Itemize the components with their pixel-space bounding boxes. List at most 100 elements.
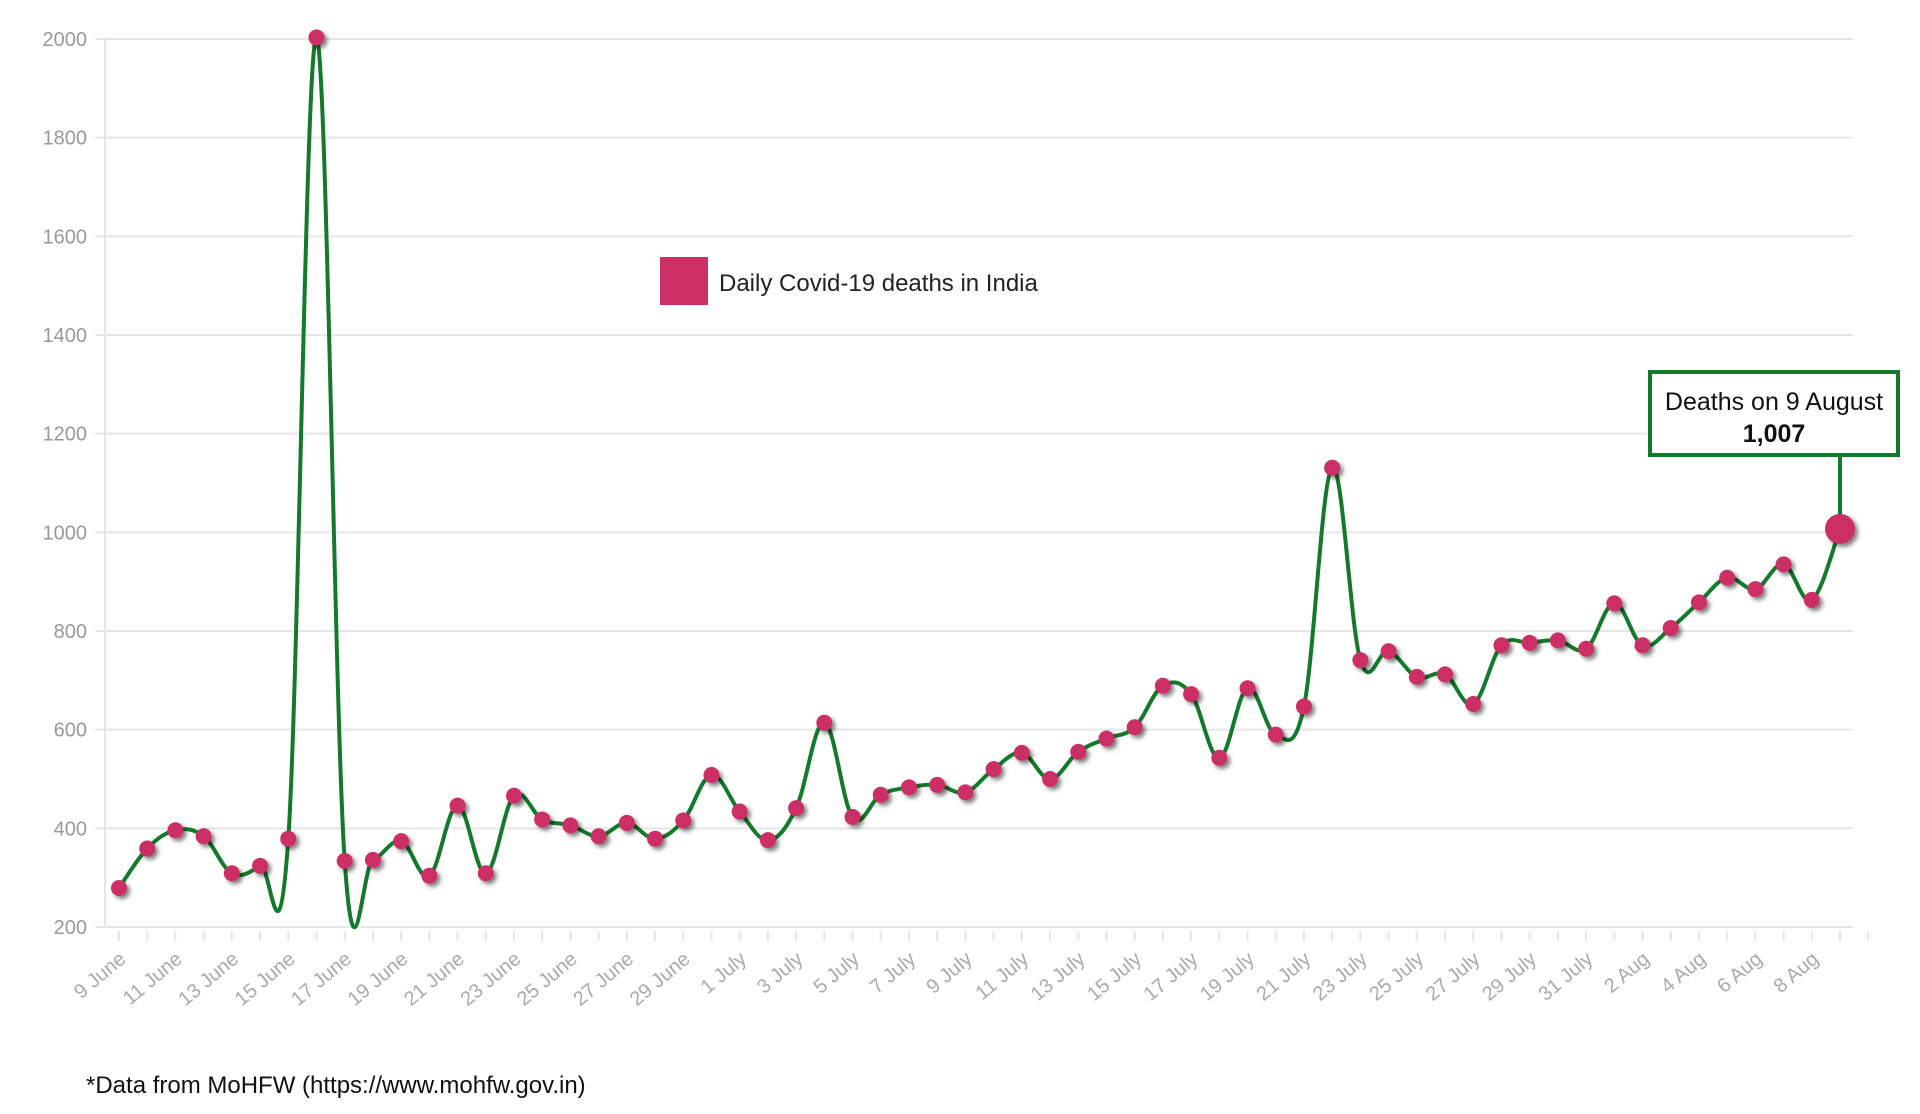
data-point <box>957 784 974 801</box>
data-point <box>252 857 269 874</box>
data-point <box>872 786 889 803</box>
x-tick-label: 29 July <box>1478 948 1541 1006</box>
x-tick-label: 25 June <box>513 948 582 1011</box>
data-point <box>308 29 325 46</box>
data-point <box>1747 581 1764 598</box>
data-point <box>1324 459 1341 476</box>
y-tick-label: 1000 <box>43 522 88 544</box>
data-point <box>336 852 353 869</box>
x-tick-label: 19 July <box>1196 948 1259 1006</box>
data-point <box>985 761 1002 778</box>
legend-swatch <box>660 257 708 305</box>
data-point <box>1380 643 1397 660</box>
data-point <box>1437 666 1454 683</box>
data-point <box>759 832 776 849</box>
y-tick-label: 2000 <box>43 29 88 51</box>
x-tick-label: 27 July <box>1422 948 1485 1006</box>
data-point <box>731 803 748 820</box>
data-point <box>1606 595 1623 612</box>
data-point <box>223 865 240 882</box>
y-tick-label: 1400 <box>43 325 88 347</box>
data-point <box>1578 640 1595 657</box>
y-tick-label: 200 <box>54 917 87 939</box>
x-tick-label: 31 July <box>1535 948 1598 1006</box>
data-point <box>1634 637 1651 654</box>
y-tick-label: 800 <box>54 621 87 643</box>
y-tick-label: 1800 <box>43 128 88 150</box>
data-point <box>1719 569 1736 586</box>
data-point <box>618 814 635 831</box>
data-point <box>1070 743 1087 760</box>
x-tick-label: 23 June <box>457 948 526 1011</box>
x-tick-label: 21 July <box>1252 948 1315 1006</box>
highlight-point <box>1825 513 1855 544</box>
x-tick-label: 5 July <box>810 948 864 998</box>
data-point <box>788 800 805 817</box>
data-point <box>1154 677 1171 694</box>
x-tick-label: 3 July <box>753 948 807 998</box>
data-point <box>1211 749 1228 766</box>
data-point <box>1352 652 1369 669</box>
x-tick-label: 4 Aug <box>1657 948 1710 998</box>
callout-value: 1,007 <box>1742 420 1806 448</box>
x-tick-label: 15 June <box>231 948 300 1011</box>
x-tick-label: 19 June <box>344 948 413 1011</box>
data-point <box>1042 771 1059 787</box>
x-tick-label: 25 July <box>1365 948 1428 1006</box>
x-tick-label: 8 Aug <box>1770 948 1823 998</box>
data-point <box>1126 719 1143 736</box>
data-point <box>1465 696 1482 713</box>
x-tick-label: 17 June <box>287 948 356 1011</box>
data-point <box>1803 591 1820 608</box>
data-point <box>844 808 861 825</box>
data-point <box>1295 698 1312 715</box>
callout-title: Deaths on 9 August <box>1664 388 1884 416</box>
data-point <box>449 797 466 814</box>
y-tick-label: 1600 <box>43 226 88 248</box>
x-tick-label: 13 July <box>1027 948 1090 1006</box>
data-point <box>1549 632 1566 649</box>
data-point <box>1183 686 1200 703</box>
x-tick-label: 9 July <box>922 948 976 998</box>
data-point <box>195 828 212 845</box>
x-tick-label: 11 June <box>119 948 187 1010</box>
data-point <box>1239 680 1256 697</box>
data-point <box>1775 556 1792 573</box>
data-point <box>1267 726 1284 743</box>
data-point <box>280 830 297 847</box>
data-point <box>111 880 127 897</box>
x-tick-label: 13 June <box>174 948 243 1011</box>
data-point <box>675 812 692 829</box>
x-tick-label: 27 June <box>569 948 638 1011</box>
data-point <box>703 767 720 784</box>
x-tick-label: 29 June <box>626 948 695 1011</box>
data-point <box>562 817 579 834</box>
data-point <box>534 811 551 828</box>
y-tick-label: 400 <box>54 818 87 840</box>
data-point <box>1408 668 1425 685</box>
data-point <box>505 787 522 804</box>
data-point <box>1662 620 1679 637</box>
x-tick-label: 11 July <box>971 948 1033 1005</box>
x-tick-label: 21 June <box>400 948 469 1011</box>
data-point <box>477 865 494 882</box>
data-point <box>1493 637 1510 654</box>
data-point <box>421 867 438 884</box>
data-point <box>393 833 410 850</box>
y-tick-label: 1200 <box>43 424 88 446</box>
data-point <box>900 779 917 796</box>
x-tick-label: 1 July <box>697 948 751 998</box>
y-tick-label: 600 <box>54 720 87 742</box>
x-tick-label: 23 July <box>1309 948 1372 1006</box>
x-tick-label: 17 July <box>1140 948 1203 1006</box>
data-point <box>139 840 156 857</box>
x-tick-label: 7 July <box>866 948 920 998</box>
data-point <box>1690 594 1707 611</box>
data-point <box>1098 730 1115 747</box>
source-footnote: *Data from MoHFW (https://www.mohfw.gov.… <box>86 1072 586 1099</box>
x-tick-label: 2 Aug <box>1600 948 1653 998</box>
x-tick-label: 6 Aug <box>1713 948 1766 998</box>
data-point <box>364 851 381 868</box>
data-point <box>590 828 607 845</box>
